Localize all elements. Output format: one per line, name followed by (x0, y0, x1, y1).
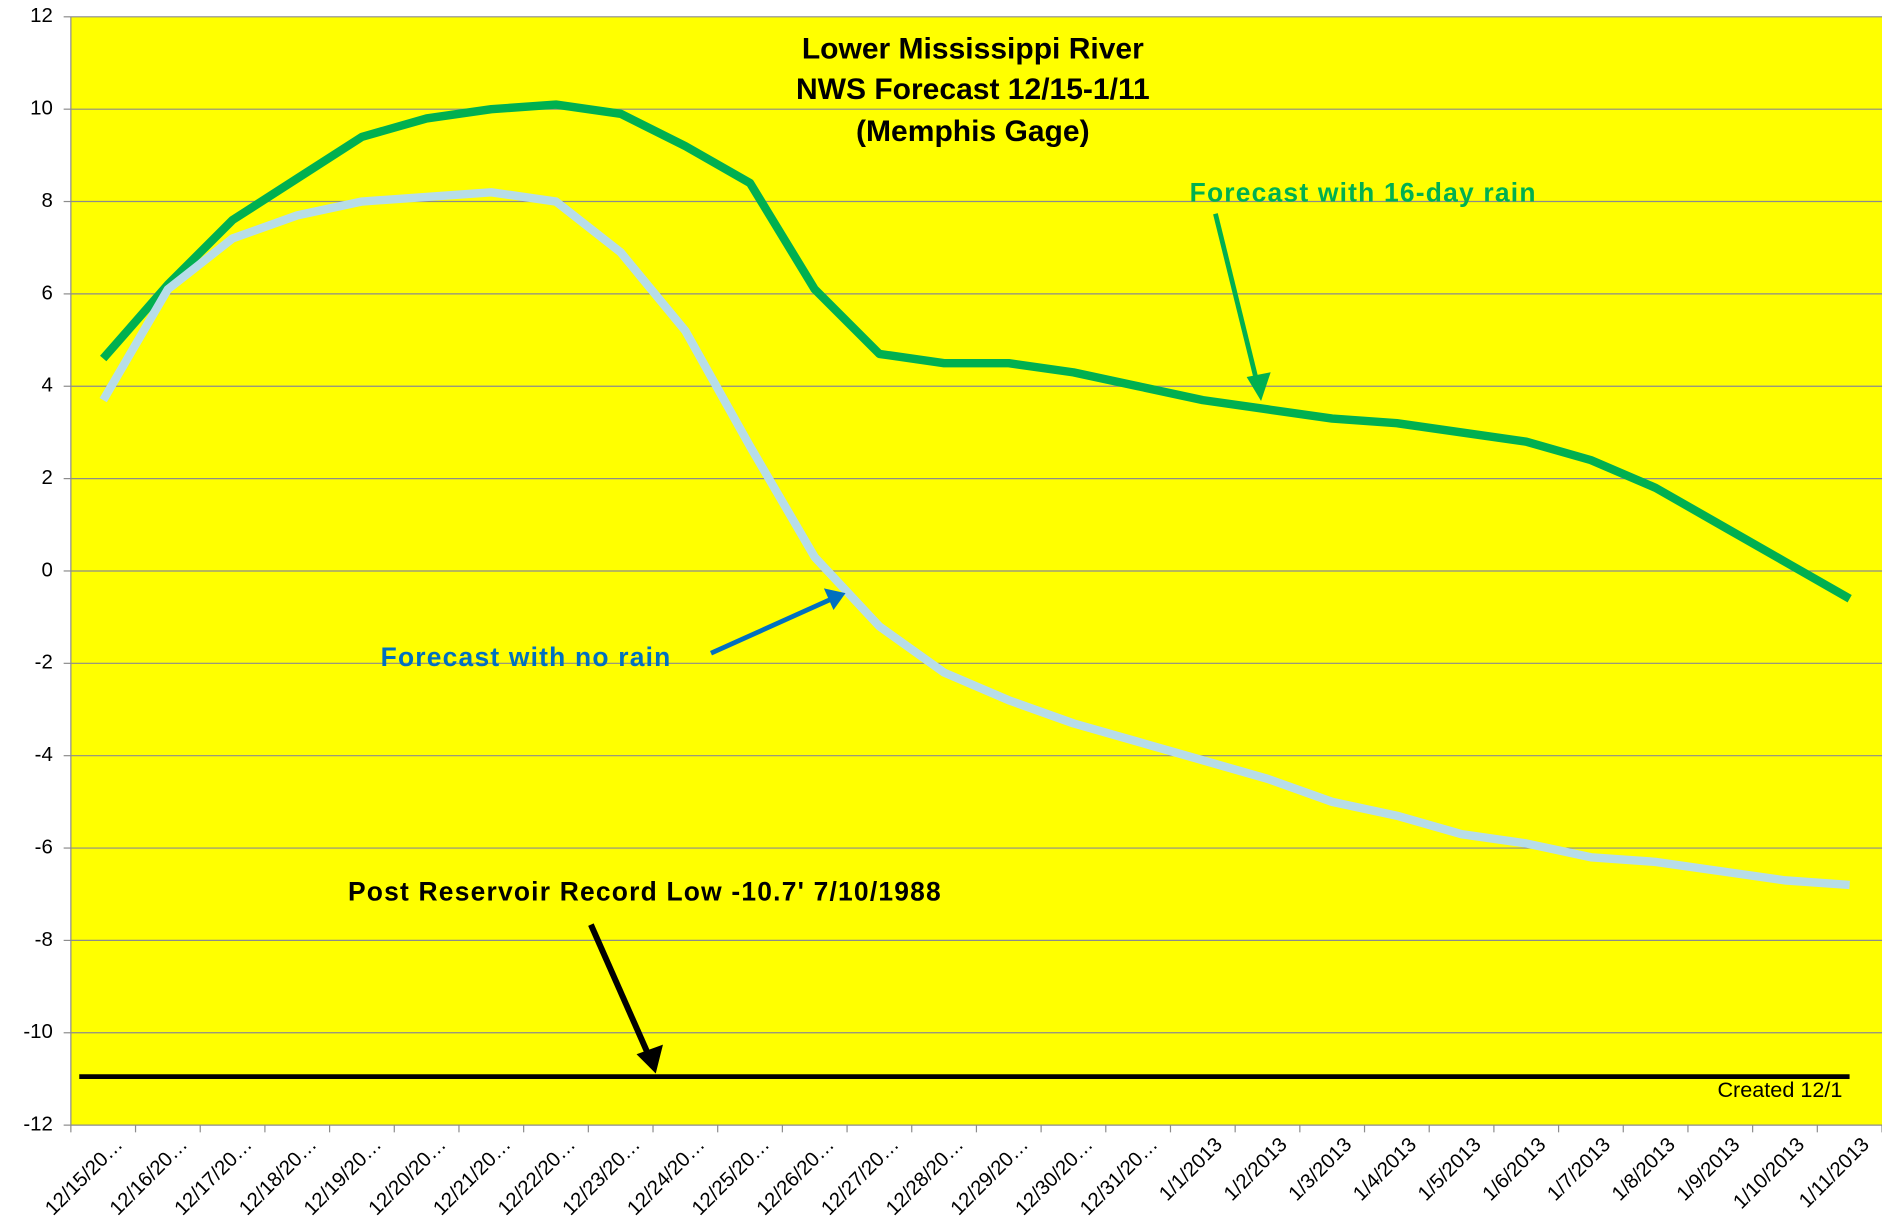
y-tick-label: 12 (30, 5, 53, 27)
annotation: Post Reservoir Record Low -10.7' 7/10/19… (348, 876, 942, 906)
lines (79, 100, 1852, 1080)
y-tick-label: -4 (35, 744, 53, 766)
y-tick-label: -12 (23, 1114, 53, 1136)
y-tick-label: -2 (35, 652, 53, 674)
x-tick-label: 1/3/2013 (1285, 1134, 1357, 1206)
x-tick-label: 1/8/2013 (1608, 1134, 1680, 1206)
y-tick-label: 4 (41, 375, 52, 397)
y-tick-label: -6 (35, 836, 53, 858)
x-tick-label: 1/2/2013 (1220, 1134, 1292, 1206)
chart-title: NWS Forecast 12/15-1/11 (796, 73, 1150, 106)
arrow-head (1246, 372, 1271, 402)
x-tick-label: 1/6/2013 (1479, 1134, 1551, 1206)
x-tick-label: 1/1/2013 (1155, 1134, 1227, 1206)
arrow (710, 596, 833, 656)
x-tick-label: 1/4/2013 (1349, 1134, 1421, 1206)
y-tick-label: -10 (23, 1021, 53, 1043)
chart-title: (Memphis Gage) (856, 115, 1090, 148)
y-tick-label: 6 (41, 282, 52, 304)
x-tick-label: 1/10/2013 (1729, 1134, 1809, 1214)
series-line (99, 188, 1850, 890)
x-tick-label: 1/7/2013 (1543, 1134, 1615, 1206)
arrow (588, 923, 653, 1060)
y-tick-label: -8 (35, 929, 53, 951)
annotation: Created 12/1 (1717, 1077, 1842, 1102)
y-tick-label: 10 (30, 98, 53, 120)
annotation: Forecast with no rain (381, 642, 672, 672)
annotation: Forecast with 16-day rain (1190, 177, 1537, 207)
series-line (100, 100, 1852, 603)
arrow (1213, 213, 1260, 385)
y-tick-label: 0 (41, 559, 52, 581)
chart-title: Lower Mississippi River (802, 32, 1144, 65)
y-tick-label: 2 (41, 467, 52, 489)
x-tick-label: 1/5/2013 (1414, 1134, 1486, 1206)
y-tick-label: 8 (41, 190, 52, 212)
arrow-head (823, 588, 846, 610)
x-tick-label: 1/11/2013 (1795, 1134, 1874, 1213)
